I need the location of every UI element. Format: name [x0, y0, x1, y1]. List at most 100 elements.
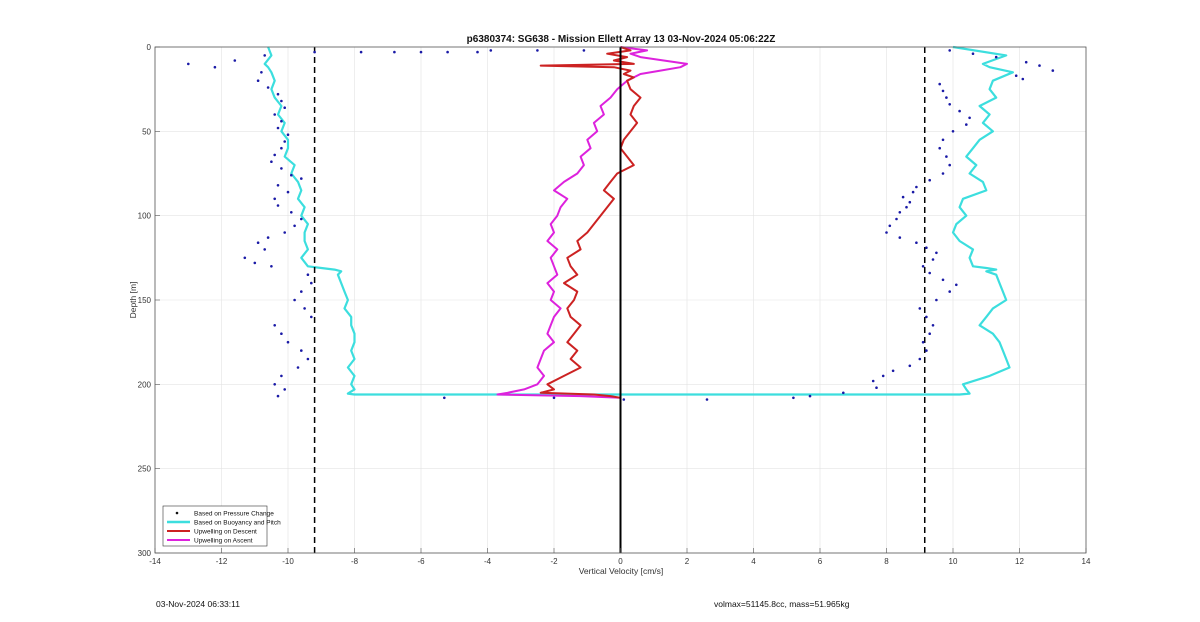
- pressure-change-point: [1024, 60, 1028, 64]
- y-tick-label: 200: [138, 380, 152, 389]
- pressure-change-point: [283, 231, 287, 234]
- pressure-change-point: [928, 271, 931, 275]
- pressure-change-point: [286, 190, 290, 194]
- pressure-change-point: [1051, 69, 1055, 72]
- pressure-change-point: [871, 379, 875, 383]
- pressure-change-point: [622, 398, 626, 401]
- pressure-change-point: [938, 146, 941, 150]
- ticks: -14 -12 -10 -8 -6 -4 -2 0 2 4 6 8 10 12 14 0 50 100 150 200…: [138, 43, 1091, 566]
- pressure-change-point: [273, 113, 277, 116]
- pressure-change-point: [273, 383, 277, 386]
- pressure-change-point: [213, 65, 217, 69]
- pressure-change-point: [928, 178, 931, 182]
- pressure-change-point: [303, 307, 306, 310]
- pressure-change-point: [280, 146, 283, 150]
- pressure-change-point: [881, 374, 885, 378]
- pressure-change-point: [286, 340, 290, 344]
- pressure-change-point: [582, 49, 586, 52]
- pressure-change-point: [260, 71, 263, 74]
- pressure-change-point: [266, 236, 270, 239]
- pressure-change-point: [300, 217, 303, 221]
- x-tick-label: -6: [417, 557, 425, 566]
- pressure-change-point: [921, 340, 925, 344]
- pressure-change-point: [419, 50, 423, 54]
- pressure-change-point: [443, 396, 446, 400]
- x-tick-label: -12: [216, 557, 228, 566]
- pressure-change-point: [276, 204, 280, 207]
- pressure-change-point: [290, 173, 293, 177]
- pressure-change-point: [951, 130, 955, 133]
- pressure-change-point: [393, 50, 396, 54]
- pressure-change-point: [283, 140, 287, 143]
- x-tick-label: -10: [282, 557, 294, 566]
- x-tick-label: -14: [149, 557, 161, 566]
- x-tick-label: 4: [751, 557, 756, 566]
- pressure-change-point: [971, 52, 975, 55]
- pressure-change-point: [280, 119, 283, 123]
- pressure-change-point: [968, 116, 971, 120]
- pressure-change-point: [489, 49, 493, 52]
- pressure-change-point: [310, 281, 313, 285]
- x-tick-label: 10: [949, 557, 958, 566]
- pressure-change-point: [941, 89, 945, 93]
- x-tick-label: 2: [685, 557, 690, 566]
- pressure-change-point: [293, 298, 296, 302]
- pressure-change-point: [888, 224, 892, 228]
- pressure-change-point: [313, 50, 316, 54]
- y-tick-label: 250: [138, 465, 152, 474]
- pressure-change-point: [792, 396, 795, 400]
- footer-vol-mass: volmax=51145.8cc, mass=51.965kg: [714, 599, 850, 609]
- legend-label: Upwelling on Descent: [194, 528, 257, 535]
- pressure-change-point: [921, 265, 925, 268]
- x-tick-label: 14: [1082, 557, 1091, 566]
- pressure-change-point: [276, 394, 280, 398]
- legend-label: Based on Buoyancy and Pitch: [194, 519, 281, 526]
- footer-timestamp: 03-Nov-2024 06:33:11: [156, 599, 240, 609]
- pressure-change-point: [905, 205, 908, 209]
- pressure-change-point: [1038, 64, 1041, 67]
- pressure-change-point: [1014, 74, 1018, 77]
- pressure-change-point: [994, 55, 998, 59]
- pressure-change-point: [948, 290, 951, 293]
- pressure-change-point: [705, 398, 709, 401]
- pressure-change-point: [476, 50, 479, 54]
- series-layer: [187, 45, 1055, 553]
- legend-marker-pressure-change: [175, 511, 179, 515]
- pressure-change-point: [296, 366, 300, 369]
- pressure-change-point: [895, 217, 898, 221]
- pressure-change-point: [948, 49, 951, 52]
- pressure-change-point: [915, 185, 918, 189]
- pressure-change-point: [948, 163, 951, 167]
- pressure-change-point: [1021, 77, 1025, 81]
- pressure-change-point: [901, 195, 905, 199]
- series-upwelling-descent-line: [539, 46, 642, 399]
- pressure-change-point: [446, 50, 449, 54]
- pressure-change-point: [875, 386, 878, 390]
- pressure-change-point: [359, 50, 363, 54]
- pressure-change-point: [280, 374, 283, 378]
- y-tick-label: 150: [138, 296, 152, 305]
- pressure-change-point: [300, 349, 303, 352]
- x-tick-label: 6: [818, 557, 823, 566]
- x-tick-label: 0: [618, 557, 623, 566]
- pressure-change-point: [941, 172, 945, 175]
- pressure-change-point: [965, 123, 968, 126]
- pressure-change-point: [885, 231, 888, 234]
- plot-area: -14 -12 -10 -8 -6 -4 -2 0 2 4 6 8 10 12 14 0 50 100 150 200…: [138, 43, 1091, 566]
- pressure-change-point: [925, 246, 928, 249]
- series-buoyancy-pitch-line: [263, 45, 1015, 396]
- pressure-change-point: [842, 391, 845, 395]
- legend-label: Based on Pressure Change: [194, 510, 274, 517]
- pressure-change-point: [306, 357, 310, 361]
- pressure-change-point: [233, 59, 237, 62]
- pressure-change-point: [283, 388, 287, 391]
- x-tick-label: -4: [484, 557, 492, 566]
- pressure-change-point: [270, 160, 273, 163]
- pressure-change-point: [253, 261, 257, 265]
- x-tick-label: -8: [351, 557, 359, 566]
- pressure-change-point: [286, 133, 290, 136]
- pressure-change-point: [273, 153, 277, 157]
- y-tick-label: 300: [138, 549, 152, 558]
- pressure-change-point: [915, 241, 918, 244]
